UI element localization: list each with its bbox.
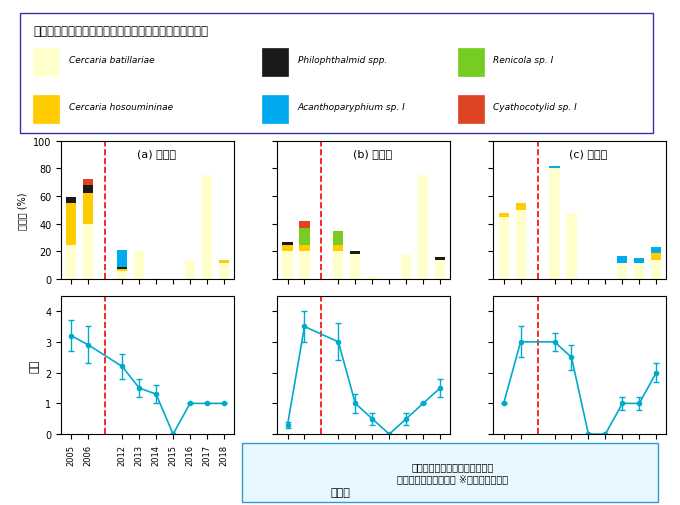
Bar	[66, 204, 76, 245]
Bar	[350, 252, 360, 255]
Text: (a) 長面浦: (a) 長面浦	[137, 148, 176, 158]
Bar	[219, 263, 229, 280]
Bar	[651, 248, 662, 254]
Bar	[282, 242, 292, 245]
Bar	[367, 277, 377, 280]
Bar	[262, 49, 288, 77]
Bar	[435, 260, 445, 280]
Bar	[66, 245, 76, 280]
Bar	[634, 259, 645, 263]
Bar	[83, 194, 93, 224]
Bar	[435, 258, 445, 260]
Bar	[83, 180, 93, 186]
Bar	[83, 224, 93, 280]
Bar	[282, 245, 292, 252]
Bar	[262, 96, 288, 124]
Text: Cyathocotylid sp. I: Cyathocotylid sp. I	[494, 103, 577, 112]
Bar	[333, 231, 343, 245]
Bar	[299, 252, 309, 280]
Bar	[299, 245, 309, 252]
Text: Philophthalmid spp.: Philophthalmid spp.	[298, 56, 387, 65]
Bar	[634, 263, 645, 280]
Bar	[117, 250, 127, 267]
Text: Cercaria hosoumininae: Cercaria hosoumininae	[69, 103, 173, 112]
Bar	[185, 260, 195, 280]
FancyBboxPatch shape	[242, 442, 658, 502]
Bar	[458, 49, 483, 77]
Bar	[299, 222, 309, 228]
Bar	[549, 166, 560, 169]
Bar	[83, 186, 93, 194]
Text: ホソウミニナへの感染率と寄生していた吸虫類の種組成: ホソウミニナへの感染率と寄生していた吸虫類の種組成	[33, 25, 208, 38]
Bar	[617, 256, 628, 263]
Bar	[498, 213, 509, 217]
Text: (c) 鳥の海: (c) 鳥の海	[569, 148, 608, 158]
Bar	[33, 96, 59, 124]
Text: (b) 潜ヶ浦: (b) 潜ヶ浦	[353, 148, 392, 158]
Bar	[151, 278, 161, 280]
Bar	[66, 198, 76, 204]
Bar	[651, 254, 662, 260]
Bar	[515, 211, 526, 280]
Bar	[498, 217, 509, 280]
Text: Acanthoparyphium sp. I: Acanthoparyphium sp. I	[298, 103, 405, 112]
Bar	[350, 255, 360, 280]
Bar	[219, 260, 229, 263]
Bar	[401, 255, 411, 280]
Bar	[333, 245, 343, 252]
FancyBboxPatch shape	[20, 14, 653, 134]
Bar	[282, 252, 292, 280]
Bar	[117, 267, 127, 270]
Text: Cercaria batillariae: Cercaria batillariae	[69, 56, 155, 65]
Y-axis label: 感染率 (%): 感染率 (%)	[18, 192, 28, 229]
Bar	[117, 270, 127, 271]
Bar	[134, 252, 144, 280]
Bar	[651, 260, 662, 280]
Bar	[515, 204, 526, 211]
Bar	[418, 176, 428, 280]
Bar	[333, 252, 343, 280]
Text: Renicola sp. I: Renicola sp. I	[494, 56, 554, 65]
Bar	[202, 176, 212, 280]
Bar	[299, 228, 309, 245]
Bar	[117, 271, 127, 280]
Text: 調査年: 調査年	[330, 487, 350, 497]
Bar	[549, 169, 560, 280]
Bar	[33, 49, 59, 77]
Bar	[458, 96, 483, 124]
Y-axis label: 種数: 種数	[30, 359, 39, 372]
Bar	[617, 263, 628, 280]
Text: 調査地のホソウミニナ集団中に
出現した吸虫類の種数 ※バーは標準偏差: 調査地のホソウミニナ集団中に 出現した吸虫類の種数 ※バーは標準偏差	[396, 462, 508, 483]
Bar	[566, 213, 577, 280]
